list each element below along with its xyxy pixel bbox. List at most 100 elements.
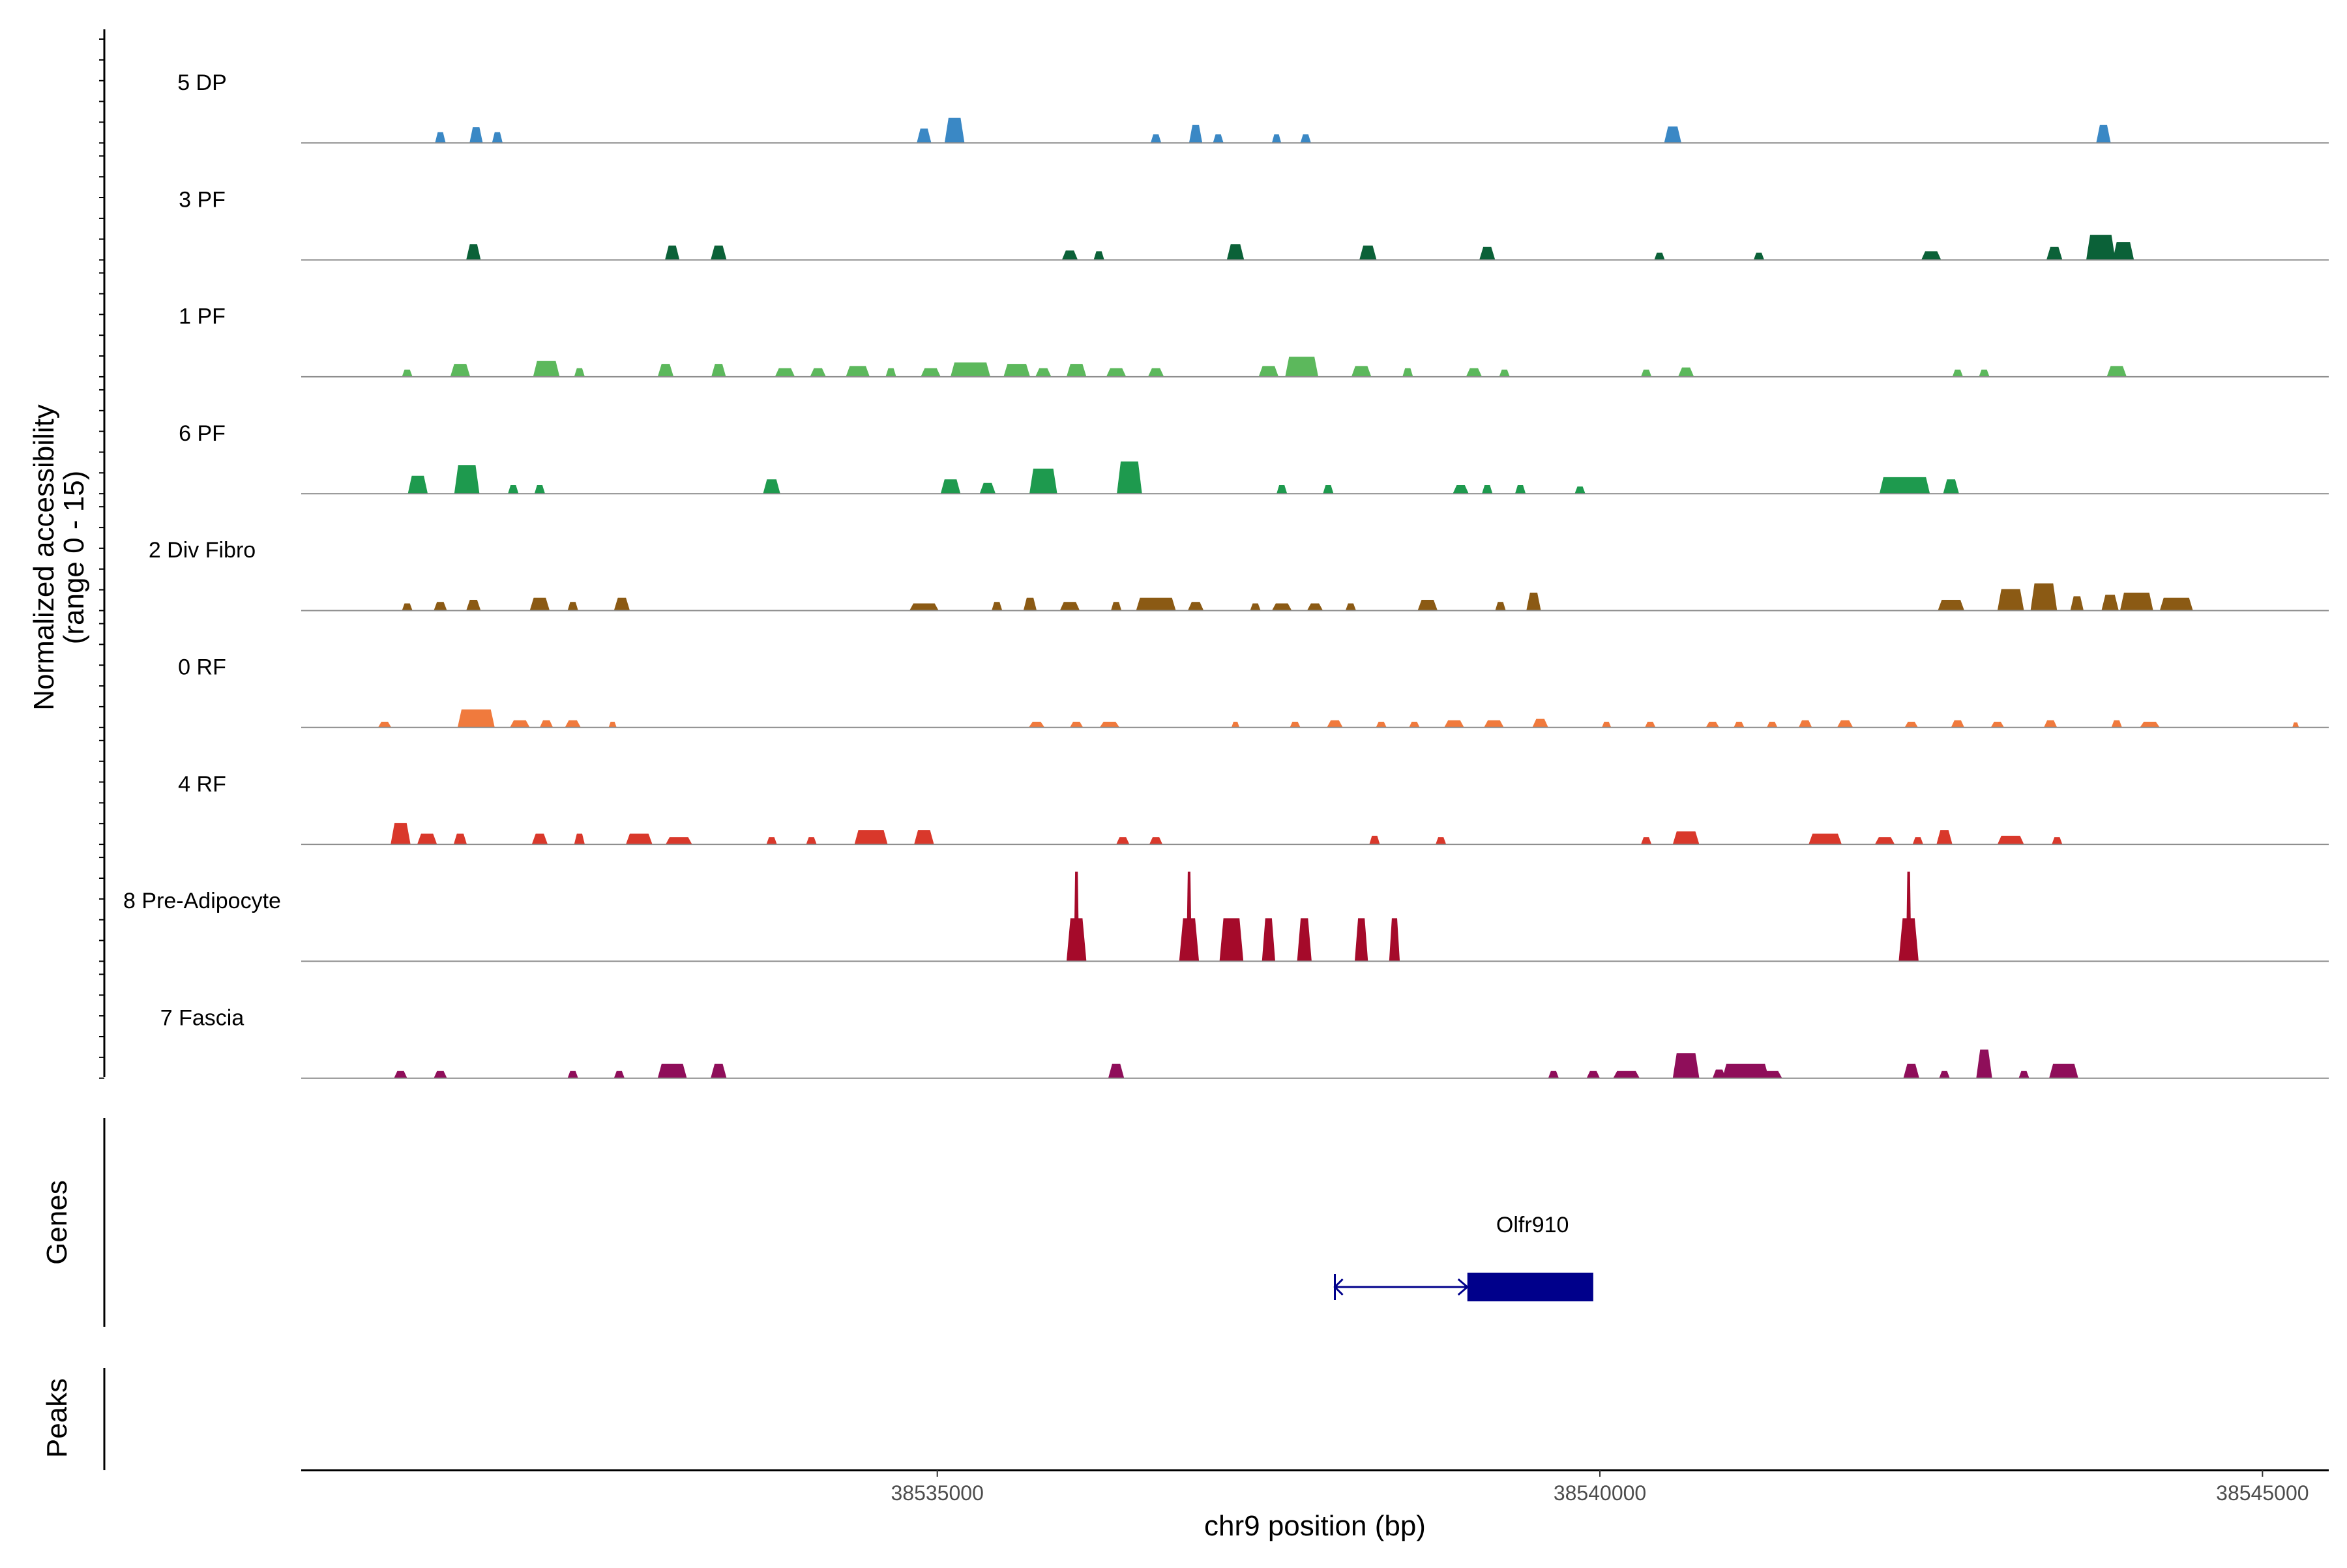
coverage-peak <box>1879 477 1930 494</box>
coverage-peak <box>2049 1063 2078 1078</box>
coverage-peak <box>885 368 896 377</box>
coverage-peak <box>1186 871 1192 962</box>
coverage-peak <box>574 368 585 377</box>
coverage-peak <box>711 1063 727 1078</box>
coverage-peak <box>2106 366 2127 377</box>
coverage-peak <box>2052 837 2063 845</box>
coverage-peak <box>1613 1071 1640 1078</box>
coverage-peak <box>1904 722 1918 728</box>
coverage-peak <box>1903 1063 1919 1078</box>
track-label: 0 RF <box>178 655 226 680</box>
coverage-peak <box>2030 583 2058 611</box>
coverage-peak <box>2119 593 2153 611</box>
coverage-peak <box>377 722 392 728</box>
coverage-peak <box>2140 722 2160 728</box>
coverage-peak <box>391 823 411 845</box>
coverage-peak <box>1099 722 1120 728</box>
coverage-peak <box>1943 479 1959 494</box>
peaks-panel-title: Peaks <box>41 1378 73 1458</box>
coverage-peak <box>1271 603 1292 611</box>
coverage-peak <box>2070 596 2084 611</box>
track-label: 6 PF <box>179 421 226 446</box>
coverage-peak <box>806 837 817 845</box>
coverage-peak <box>1070 722 1084 728</box>
coverage-peak <box>1116 837 1130 845</box>
coverage-peak <box>666 837 692 845</box>
coverage-peak <box>402 603 413 611</box>
coverage-peak <box>1059 602 1080 611</box>
coverage-peak <box>457 709 495 728</box>
y-axis-title-line: Normalized accessibility <box>28 404 60 710</box>
coverage-peak <box>1753 252 1765 260</box>
coverage-peak <box>529 597 550 611</box>
track-label: 8 Pre-Adipocyte <box>123 889 281 913</box>
coverage-peak <box>1990 722 2004 728</box>
coverage-peak <box>1231 722 1240 728</box>
coverage-peak <box>1271 134 1282 143</box>
coverage-peak <box>1482 485 1493 494</box>
coverage-peak <box>1921 251 1941 260</box>
coverage-peak <box>1277 485 1288 494</box>
coverage-peak <box>2101 595 2119 611</box>
coverage-peak <box>1035 368 1052 377</box>
coverage-peak <box>1376 722 1387 728</box>
coverage-peak <box>492 132 503 143</box>
coverage-peak <box>402 369 413 377</box>
gene-exon <box>1467 1273 1593 1301</box>
coverage-peak <box>854 830 888 845</box>
track-label: 3 PF <box>179 187 226 212</box>
coverage-peak <box>1466 368 1483 377</box>
coverage-peak <box>1093 251 1104 260</box>
coverage-peak <box>1705 722 1719 728</box>
coverage-peak <box>1532 718 1548 728</box>
coverage-peak <box>1355 918 1368 962</box>
track-label: 5 DP <box>177 70 227 95</box>
coverage-peak <box>1147 368 1164 377</box>
y-axis-title-line: (range 0 - 15) <box>58 471 90 645</box>
coverage-peak <box>469 127 483 143</box>
track-3-pf: 3 PF <box>179 187 2329 261</box>
coverage-peak <box>608 722 617 728</box>
coverage-peak <box>1734 722 1745 728</box>
coverage-peak <box>1029 468 1057 494</box>
coverage-peak <box>1351 366 1372 377</box>
coverage-peak <box>1874 837 1895 845</box>
coverage-peak <box>1453 485 1469 494</box>
coverage-peak <box>394 1071 407 1078</box>
coverage-peak <box>1213 134 1224 143</box>
coverage-peak <box>1117 461 1142 494</box>
coverage-peak <box>1939 1071 1950 1078</box>
coverage-peak <box>763 479 780 494</box>
coverage-peak <box>450 364 471 377</box>
coverage-peak <box>944 117 965 143</box>
coverage-peak <box>1402 368 1413 377</box>
coverage-peak <box>1003 364 1030 377</box>
coverage-peak <box>1226 244 1245 260</box>
x-tick-label: 38540000 <box>1554 1481 1646 1505</box>
coverage-peak <box>531 833 548 845</box>
coverage-peak <box>711 245 727 260</box>
coverage-peak <box>1149 837 1163 845</box>
coverage-peak <box>2112 242 2134 260</box>
track-5-dp: 5 DP <box>177 70 2329 144</box>
coverage-peak <box>1678 367 1694 377</box>
coverage-peak <box>1712 1069 1726 1078</box>
track-1-pf: 1 PF <box>179 304 2329 377</box>
coverage-peak <box>775 368 795 377</box>
coverage-peak <box>810 368 826 377</box>
coverage-peak <box>510 720 530 728</box>
coverage-peak <box>534 485 545 494</box>
coverage-peak <box>1108 1063 1125 1078</box>
coverage-peak <box>1187 602 1204 611</box>
coverage-peak <box>613 597 630 611</box>
coverage-peak <box>1389 918 1400 962</box>
coverage-peak <box>1548 1071 1559 1078</box>
genes-panel-title: Genes <box>41 1180 73 1265</box>
coverage-peak <box>1150 134 1162 143</box>
coverage-peak <box>613 1071 625 1078</box>
x-tick-label: 38545000 <box>2216 1481 2309 1505</box>
coverage-peak <box>1417 600 1438 611</box>
coverage-peak <box>1976 1049 1992 1078</box>
coverage-peak <box>1762 1071 1782 1078</box>
track-6-pf: 6 PF <box>179 421 2329 495</box>
